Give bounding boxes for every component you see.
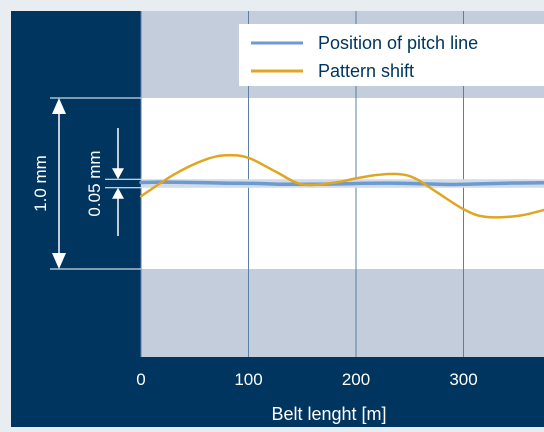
dimension-annotations: 1.0 mm 0.05 mm xyxy=(31,97,141,270)
x-tick-label: 0 xyxy=(136,370,145,389)
pitch-line-series xyxy=(139,180,544,187)
x-tick-label: 200 xyxy=(342,370,370,389)
inner-arrow-up xyxy=(112,187,124,199)
legend-box xyxy=(239,24,544,86)
outer-arrow-up xyxy=(52,98,66,114)
lower-tolerance-band xyxy=(141,269,544,357)
series-group xyxy=(139,153,544,219)
legend-label: Position of pitch line xyxy=(318,33,478,53)
legend-label: Pattern shift xyxy=(318,61,414,81)
outer-arrow-down xyxy=(52,253,66,269)
x-tick-label: 100 xyxy=(234,370,262,389)
legend: Position of pitch line Pattern shift xyxy=(239,24,544,86)
pattern-shift-series xyxy=(139,153,544,219)
outer-dimension-label: 1.0 mm xyxy=(31,155,50,212)
x-tick-label: 300 xyxy=(449,370,477,389)
x-tick-labels: 0 100 200 300 xyxy=(136,370,477,389)
x-axis-label: Belt lenght [m] xyxy=(271,404,386,424)
inner-arrow-down xyxy=(112,168,124,180)
inner-dimension-label: 0.05 mm xyxy=(85,150,104,216)
